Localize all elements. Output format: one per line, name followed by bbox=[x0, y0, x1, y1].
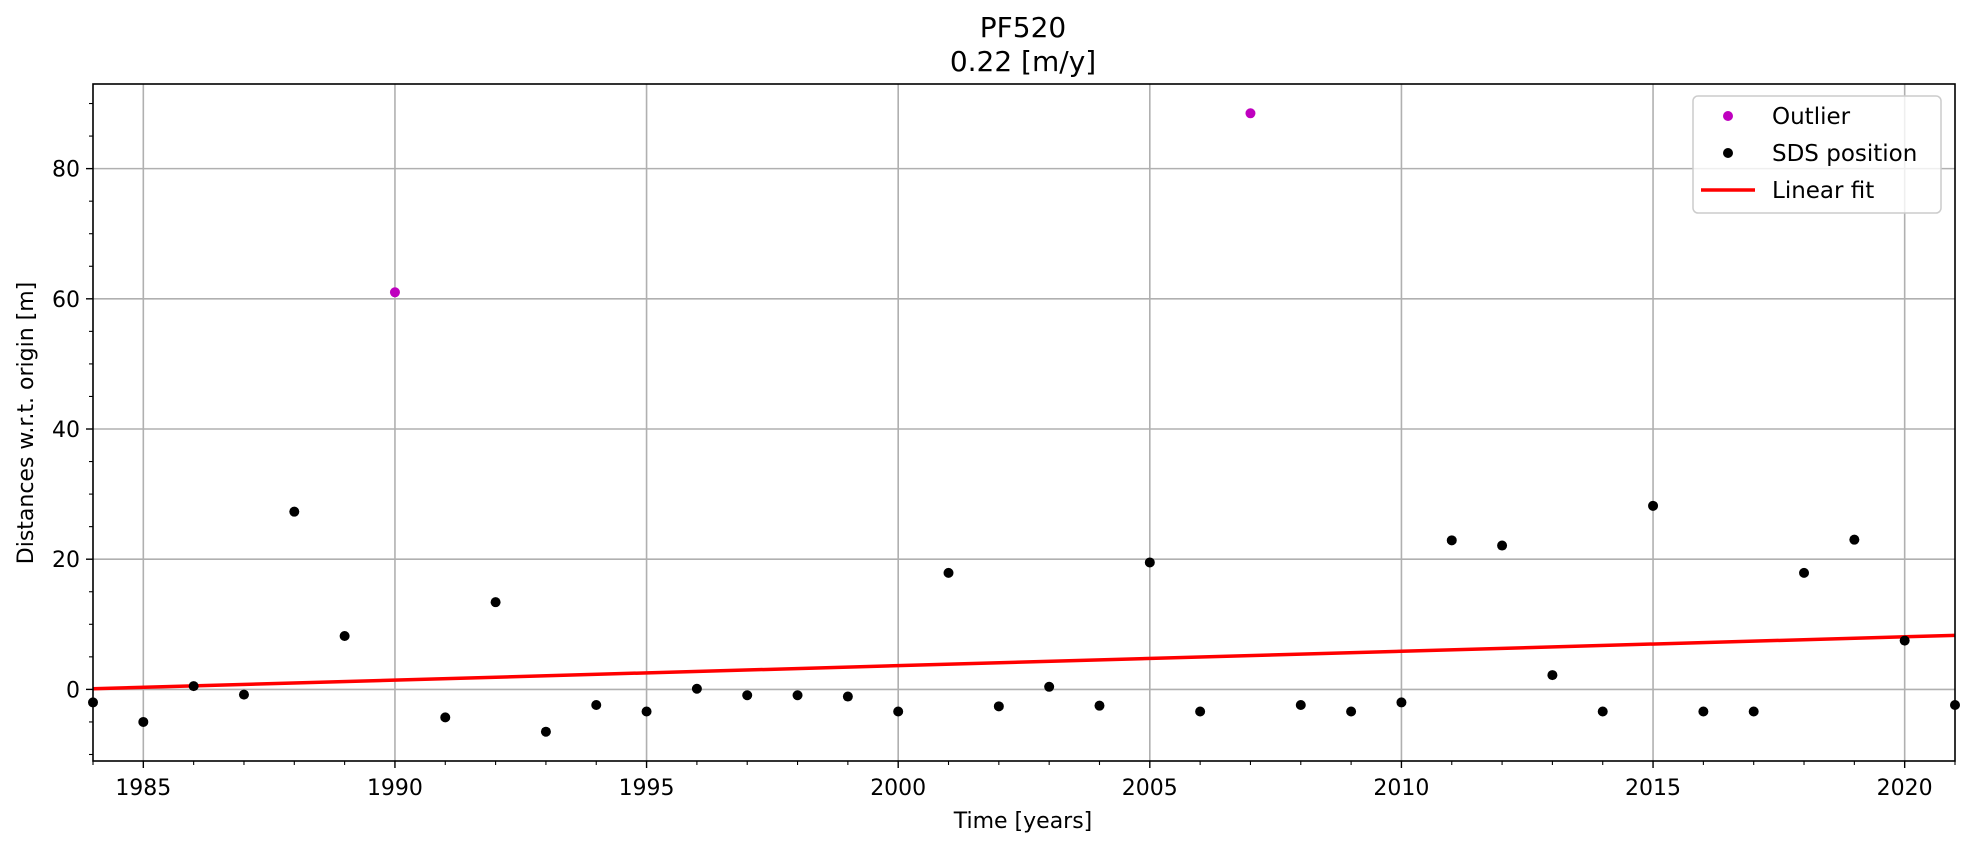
sds-position-point bbox=[1446, 535, 1457, 546]
y-tick-label: 60 bbox=[52, 288, 80, 313]
sds-position-point bbox=[540, 726, 551, 737]
chart-subtitle: 0.22 [m/y] bbox=[950, 45, 1096, 78]
x-tick-label: 2015 bbox=[1625, 776, 1681, 801]
sds-position-point bbox=[893, 706, 904, 717]
x-tick-label: 1995 bbox=[619, 776, 675, 801]
sds-position-point bbox=[993, 701, 1004, 712]
sds-position-point bbox=[742, 690, 753, 701]
sds-position-point bbox=[1396, 697, 1407, 708]
y-tick-label: 0 bbox=[66, 678, 80, 703]
x-tick-label: 2000 bbox=[870, 776, 926, 801]
y-tick-label: 40 bbox=[52, 418, 80, 443]
sds-position-point bbox=[1799, 567, 1810, 578]
y-tick-label: 20 bbox=[52, 548, 80, 573]
sds-position-point bbox=[641, 706, 652, 717]
sds-position-point bbox=[1346, 706, 1357, 717]
sds-position-point bbox=[943, 567, 954, 578]
x-tick-label: 2020 bbox=[1877, 776, 1933, 801]
x-tick-label: 2005 bbox=[1122, 776, 1178, 801]
sds-position-point bbox=[339, 631, 350, 642]
sds-position-point bbox=[1547, 670, 1558, 681]
sds-position-point bbox=[440, 712, 451, 723]
legend: Outlier SDS position Linear fit bbox=[1692, 95, 1942, 214]
sds-position-point bbox=[1597, 706, 1608, 717]
sds-position-point bbox=[591, 700, 602, 711]
sds-position-point bbox=[490, 597, 501, 608]
grid bbox=[93, 84, 1955, 761]
sds-position-point bbox=[1195, 706, 1206, 717]
x-tick-label: 1990 bbox=[367, 776, 423, 801]
legend-outlier-label: Outlier bbox=[1772, 104, 1851, 130]
sds-position-point bbox=[842, 691, 853, 702]
outlier-point bbox=[1245, 108, 1256, 119]
sds-position-point bbox=[1698, 706, 1709, 717]
outlier-point bbox=[389, 287, 400, 298]
linear-fit-series bbox=[92, 633, 1956, 691]
x-tick-label: 2010 bbox=[1373, 776, 1429, 801]
y-tick-label: 80 bbox=[52, 158, 80, 183]
sds-position-point bbox=[1295, 700, 1306, 711]
sds-position-point bbox=[289, 506, 300, 517]
legend-fit-label: Linear fit bbox=[1772, 178, 1874, 204]
plot-frame bbox=[92, 83, 1956, 762]
y-axis-label: Distances w.r.t. origin [m] bbox=[14, 282, 39, 564]
sds-position-point bbox=[1648, 500, 1659, 511]
axis-ticks: 1985 1990 1995 2000 2005 2010 2015 2020 0 20 40 60 8… bbox=[52, 102, 1956, 801]
linear-fit-line bbox=[92, 633, 1956, 691]
sds-position-point bbox=[1497, 540, 1508, 551]
scatter-points bbox=[88, 108, 1960, 737]
sds-position-point bbox=[1094, 700, 1105, 711]
sds-position-point bbox=[238, 689, 249, 700]
sds-position-point bbox=[1044, 681, 1055, 692]
legend-outlier-marker bbox=[1723, 111, 1733, 121]
legend-box bbox=[1692, 95, 1942, 214]
sds-position-point bbox=[691, 683, 702, 694]
sds-position-point bbox=[1144, 557, 1155, 568]
sds-position-point bbox=[1899, 635, 1910, 646]
sds-position-point bbox=[188, 681, 199, 692]
sds-position-point bbox=[792, 690, 803, 701]
legend-sds-label: SDS position bbox=[1772, 141, 1917, 167]
x-tick-label: 1985 bbox=[115, 776, 171, 801]
sds-position-point bbox=[1748, 706, 1759, 717]
sds-position-point bbox=[1849, 534, 1860, 545]
chart-title: PF520 bbox=[980, 11, 1066, 44]
x-axis-label: Time [years] bbox=[953, 809, 1093, 834]
legend-sds-marker bbox=[1723, 148, 1733, 158]
sds-position-point bbox=[138, 716, 149, 727]
